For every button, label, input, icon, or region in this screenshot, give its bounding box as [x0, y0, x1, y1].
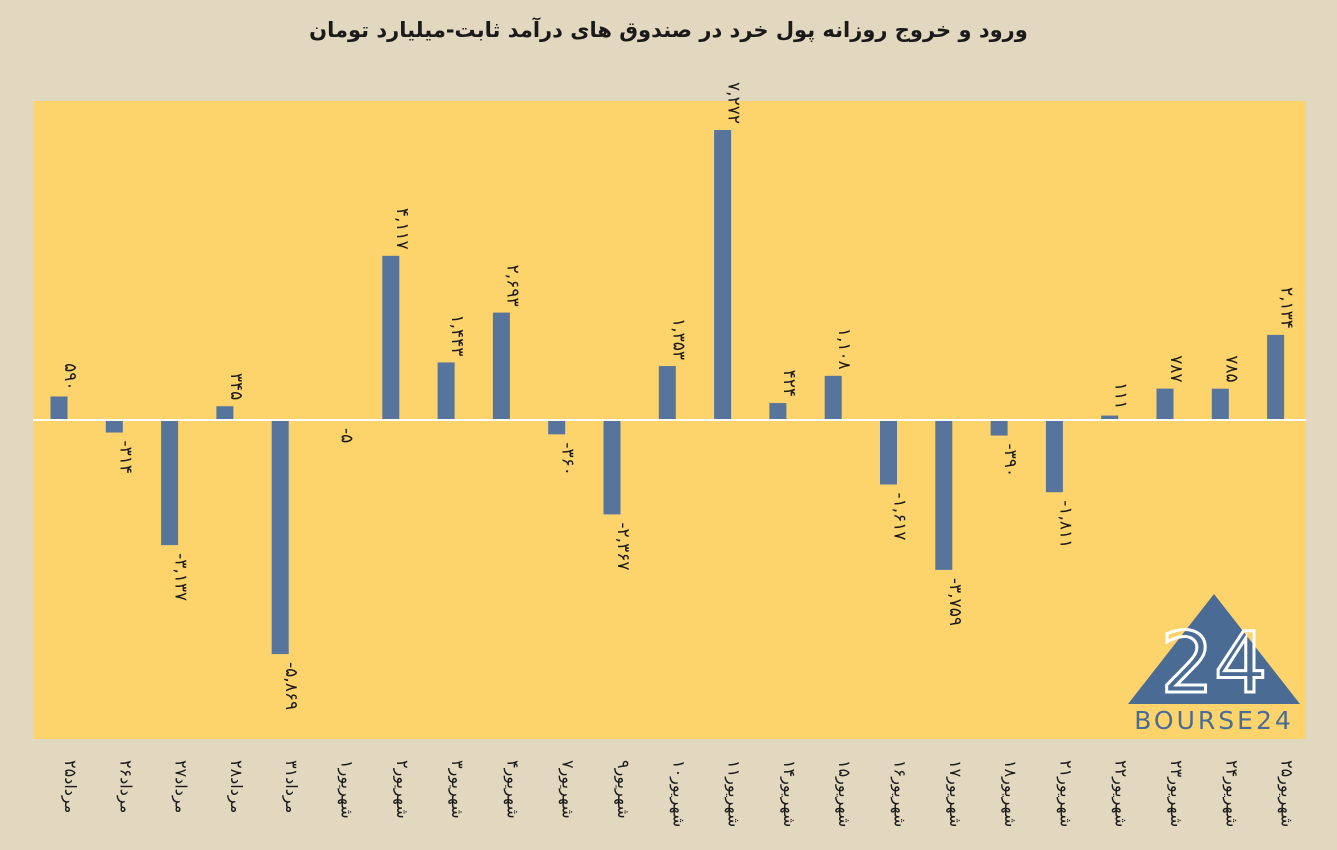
x-tick-label-10: ۹شهریور	[613, 760, 633, 819]
bar-7	[437, 362, 455, 420]
x-tick-label-4: ۳۱مرداد	[281, 760, 301, 813]
bar-16	[935, 420, 953, 570]
bar-20	[1156, 388, 1174, 420]
data-label-12: ۷,۲۷۲	[724, 82, 744, 124]
x-tick-label-0: ۲۵مرداد	[60, 760, 80, 813]
bar-2	[161, 420, 179, 546]
x-tick-label-16: ۱۷شهریور	[945, 760, 965, 827]
data-label-18: -۱,۸۱۱	[1055, 500, 1075, 548]
bar-14	[824, 375, 842, 420]
bar-1	[105, 420, 123, 433]
data-label-5: -۵	[337, 428, 357, 443]
data-label-22: ۲,۱۳۴	[1277, 287, 1297, 329]
bar-13	[769, 403, 787, 420]
logo-text: BOURSE24	[1134, 706, 1294, 735]
logo-number: 24	[1161, 614, 1268, 712]
data-label-1: -۳۱۴	[115, 441, 135, 475]
data-label-0: ۵۹۰	[60, 363, 80, 390]
bar-18	[1045, 420, 1063, 493]
bourse24-logo: 24	[1128, 594, 1300, 714]
x-tick-label-3: ۲۸مرداد	[226, 760, 246, 813]
x-tick-label-5: ۱شهریور	[337, 760, 357, 819]
bar-11	[658, 366, 676, 420]
data-label-20: ۷۸۷	[1166, 355, 1186, 382]
data-label-10: -۲,۳۶۷	[613, 522, 633, 570]
x-tick-label-11: ۱۰شهریور	[668, 760, 688, 827]
x-tick-label-9: ۷شهریور	[558, 760, 578, 819]
bar-9	[548, 420, 566, 435]
x-tick-label-2: ۲۷مرداد	[171, 760, 191, 813]
data-label-6: ۴,۱۱۷	[392, 208, 412, 250]
x-tick-label-7: ۳شهریور	[447, 760, 467, 819]
data-label-17: -۳۹۰	[1000, 444, 1020, 478]
bar-22	[1267, 334, 1285, 420]
bar-8	[492, 312, 510, 420]
x-tick-label-13: ۱۴شهریور	[779, 760, 799, 827]
data-label-16: -۳,۷۵۹	[945, 578, 965, 626]
data-label-13: ۴۲۴	[779, 370, 799, 397]
x-tick-label-17: ۱۸شهریور	[1000, 760, 1020, 827]
data-label-14: ۱,۱۰۸	[834, 328, 854, 370]
x-tick-label-12: ۱۱شهریور	[724, 760, 744, 827]
bar-4	[271, 420, 289, 655]
bar-10	[603, 420, 621, 515]
bar-17	[990, 420, 1008, 436]
x-tick-label-1: ۲۶مرداد	[115, 760, 135, 813]
x-tick-label-14: ۱۵شهریور	[834, 760, 854, 827]
data-label-4: -۵,۸۶۹	[281, 662, 301, 710]
data-label-9: -۳۶۰	[558, 442, 578, 476]
data-label-8: ۲,۶۹۳	[502, 265, 522, 307]
x-tick-label-20: ۲۳شهریور	[1166, 760, 1186, 827]
data-label-19: ۱۱۱	[1111, 382, 1131, 409]
chart-title: ورود و خروج روزانه پول خرد در صندوق های …	[309, 18, 1028, 42]
x-tick-label-22: ۲۵شهریور	[1277, 760, 1297, 827]
x-tick-label-8: ۴شهریور	[502, 760, 522, 819]
logo-triangle	[1128, 594, 1300, 704]
data-label-15: -۱,۶۱۷	[890, 492, 910, 540]
data-label-3: ۳۴۵	[226, 373, 246, 400]
x-tick-label-19: ۲۲شهریور	[1111, 760, 1131, 827]
bar-0	[50, 396, 68, 420]
bar-12	[714, 130, 732, 420]
bar-15	[880, 420, 897, 485]
bar-3	[216, 406, 234, 420]
bar-21	[1211, 388, 1229, 420]
x-tick-label-6: ۲شهریور	[392, 760, 412, 819]
data-label-7: ۱,۴۴۳	[447, 315, 467, 357]
x-tick-label-21: ۲۴شهریور	[1221, 760, 1241, 827]
bar-19	[1101, 415, 1119, 420]
data-label-21: ۷۸۵	[1221, 355, 1241, 382]
x-tick-label-15: ۱۶شهریور	[890, 760, 910, 827]
bar-6	[382, 255, 400, 420]
x-tick-label-18: ۲۱شهریور	[1055, 760, 1075, 827]
data-label-11: ۱,۳۵۳	[668, 318, 688, 360]
data-label-2: -۳,۱۳۷	[171, 553, 191, 601]
